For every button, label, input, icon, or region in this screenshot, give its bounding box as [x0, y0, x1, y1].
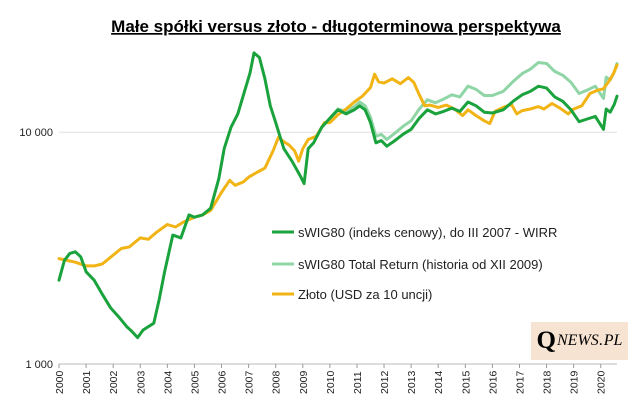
x-tick-label: 2008 [271, 370, 283, 394]
logo-news-text: NEWS [557, 332, 599, 349]
legend-label: Złoto (USD za 10 uncji) [298, 287, 432, 302]
x-tick-label: 2011 [352, 371, 364, 394]
legend-label: sWIG80 (indeks cenowy), do III 2007 - WI… [298, 225, 557, 240]
x-tick-label: 2006 [217, 370, 229, 394]
logo-q-letter: Q [536, 327, 556, 354]
chart-title: Małe spółki versus złoto - długoterminow… [111, 17, 561, 36]
series-line-2 [57, 63, 619, 268]
x-tick-label: 2007 [244, 370, 256, 394]
series-line-0 [57, 51, 619, 340]
x-tick-label: 2017 [514, 370, 526, 394]
x-tick-label: 2016 [487, 370, 499, 394]
logo-pl-text: PL [603, 332, 623, 349]
legend: sWIG80 (indeks cenowy), do III 2007 - WI… [272, 225, 557, 302]
series-lines [57, 51, 619, 340]
series-line-1 [328, 61, 619, 141]
x-tick-label: 2014 [433, 370, 445, 394]
x-tick-label: 2004 [162, 370, 174, 394]
x-tick-label: 2015 [460, 370, 472, 394]
y-tick-label: 10 000 [19, 127, 53, 139]
qnews-logo: Q NEWS. PL [531, 322, 628, 360]
x-tick-label: 2010 [325, 370, 337, 394]
x-tick-label: 2001 [81, 370, 93, 394]
x-tick-label: 2002 [108, 370, 120, 394]
x-axis-ticks: 2000 2001 2002 2003 2004 2005 2006 2007 2008 2009… [54, 364, 608, 394]
x-tick-label: 2000 [54, 370, 66, 394]
x-tick-label: 2005 [189, 370, 201, 394]
x-tick-label: 2019 [569, 370, 581, 394]
legend-label: sWIG80 Total Return (historia od XII 200… [298, 257, 543, 272]
y-tick-label: 1 000 [25, 359, 53, 371]
logo-dot: . [598, 332, 603, 349]
x-tick-label: 2020 [596, 370, 608, 394]
y-axis-ticks: 1 000 10 000 [19, 127, 53, 371]
x-tick-label: 2013 [406, 370, 418, 394]
x-tick-label: 2009 [298, 370, 310, 394]
x-tick-label: 2018 [542, 370, 554, 394]
x-tick-label: 2003 [135, 370, 147, 394]
x-tick-label: 2012 [379, 370, 391, 394]
